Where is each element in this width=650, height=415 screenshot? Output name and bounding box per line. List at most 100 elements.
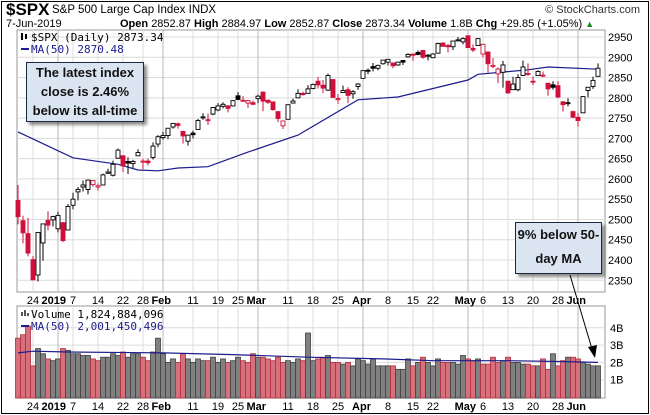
candle-body: [155, 136, 161, 145]
candle-body: [305, 88, 311, 94]
open-label: Open: [120, 18, 149, 30]
candlestick: [100, 173, 106, 186]
candlestick: [40, 223, 46, 261]
candle-body: [55, 214, 61, 230]
candlestick: [295, 89, 301, 99]
volume-bar: [510, 361, 516, 399]
candlestick: [110, 160, 116, 177]
candle-body: [150, 145, 156, 158]
volume-bar: [250, 353, 256, 399]
candle-body: [485, 51, 491, 65]
candle-body: [65, 206, 71, 231]
volume-bar: [425, 361, 431, 399]
candlestick: [75, 187, 81, 201]
candlestick: [285, 104, 291, 120]
price-legend: $SPX (Daily) 2873.34: [31, 31, 164, 44]
candlestick: [15, 184, 21, 225]
candlestick: [170, 122, 176, 129]
candlestick: [235, 92, 241, 101]
candle-body: [15, 199, 21, 218]
volume-bar: [585, 363, 591, 399]
volume-bar: [280, 361, 286, 399]
volume-bar: [270, 360, 276, 399]
candlestick: [85, 179, 91, 195]
candlestick: [60, 221, 66, 243]
candlestick: [345, 87, 351, 104]
candlestick: [505, 80, 511, 94]
volume-bar: [320, 356, 326, 399]
price-tick-label: 2450: [608, 235, 632, 247]
volume-bar: [390, 365, 396, 399]
candlestick: [300, 91, 306, 96]
volume-bar: [245, 361, 251, 399]
volume-bar: [200, 360, 206, 399]
volume-bar: [170, 358, 176, 399]
price-ma-legend: MA(50) 2870.48: [31, 43, 124, 56]
candlestick: [20, 215, 26, 244]
candlestick: [240, 96, 246, 102]
volume-x-tick-label: 18: [307, 401, 319, 413]
volume-bar: [185, 358, 191, 399]
price-x-tick-label: 25: [232, 295, 244, 307]
candlestick: [190, 130, 196, 139]
volume-bar: [70, 353, 76, 399]
candlestick: [180, 130, 186, 144]
candlestick: [440, 42, 446, 47]
volume-x-tick-label: 15: [407, 401, 419, 413]
candle-body: [450, 40, 456, 48]
candle-body: [245, 100, 251, 104]
candle-body: [510, 83, 516, 91]
copyright[interactable]: © StockCharts.com: [545, 4, 640, 16]
candlestick: [205, 113, 211, 125]
candle-body: [185, 134, 191, 142]
candle-legend-icon: [21, 33, 23, 40]
candlestick: [385, 58, 391, 66]
candle-body: [430, 53, 436, 59]
candle-body: [540, 74, 546, 77]
volume-bar: [165, 361, 171, 399]
price-x-tick-label: 24: [27, 295, 39, 307]
volume-bar: [150, 351, 156, 399]
candle-body: [365, 69, 371, 72]
candle-body: [130, 161, 136, 164]
candle-body: [385, 58, 391, 63]
candle-body: [425, 54, 431, 57]
candle-body: [490, 64, 496, 67]
candle-body: [340, 90, 346, 93]
volume-bar: [35, 348, 41, 399]
volume-bar: [395, 368, 401, 399]
volume-x-tick-label: 28: [552, 401, 564, 413]
candle-body: [320, 84, 326, 89]
candle-body: [105, 171, 111, 174]
candle-body: [120, 155, 126, 167]
volume-bar: [420, 356, 426, 399]
candle-body: [410, 53, 416, 56]
volume-bar: [485, 363, 491, 399]
candlestick: [270, 101, 276, 111]
candle-body: [395, 61, 401, 66]
volume-bar: [500, 360, 506, 399]
volume-bar: [285, 360, 291, 399]
candlestick: [550, 81, 556, 90]
volume-bar: [570, 356, 576, 399]
candle-body: [75, 189, 81, 193]
volume-bar: [215, 361, 221, 399]
quote-summary: Open 2852.87 High 2884.97 Low 2852.87 Cl…: [120, 18, 594, 30]
volume-bar: [95, 360, 101, 399]
volume-bar: [590, 365, 596, 399]
volume-bar: [240, 360, 246, 399]
candle-body: [50, 216, 56, 221]
candlestick: [450, 40, 456, 50]
volume-bar: [530, 365, 536, 399]
volume-bar: [230, 360, 236, 399]
volume-bar: [540, 358, 546, 399]
candle-body: [145, 160, 151, 164]
candle-body: [580, 96, 586, 114]
candle-body: [260, 91, 266, 102]
candlestick: [445, 43, 451, 53]
candle-body: [180, 131, 186, 137]
candlestick: [310, 83, 316, 90]
candlestick: [160, 131, 166, 140]
candlestick: [265, 99, 271, 104]
